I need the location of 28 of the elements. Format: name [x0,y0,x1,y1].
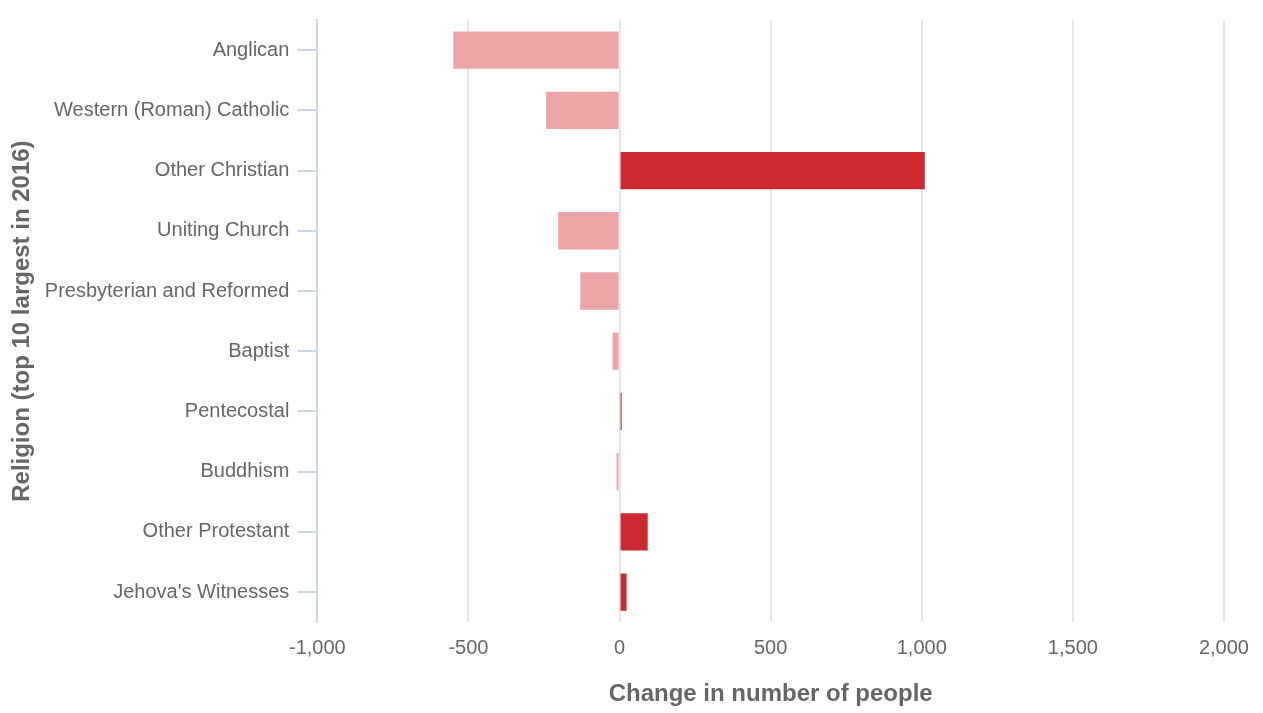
x-tick-label: -1,000 [289,635,346,658]
x-tick-label: 1,500 [1047,635,1098,658]
y-tick-label: Anglican [212,37,290,60]
x-tick-label: -500 [448,635,489,658]
y-axis-title: Religion (top 10 largest in 2016) [7,140,35,502]
y-tick-label: Jehova's Witnesses [113,579,290,602]
y-tick-label: Other Christian [154,158,290,181]
y-tick-label: Western (Roman) Catholic [54,97,290,120]
x-tick-label: 2,000 [1198,635,1250,658]
x-tick-label: 1,000 [896,635,947,658]
bar [580,272,619,310]
bar [558,212,619,250]
bar [620,573,627,611]
bar [616,452,619,491]
y-tick-label: Uniting Church [157,218,290,241]
y-tick-label: Buddhism [200,459,290,482]
y-tick-label: Presbyterian and Reformed [44,278,290,301]
bar [620,151,925,190]
y-tick-label: Pentecostal [184,398,290,421]
x-tick-label: 0 [614,635,626,658]
y-tick-label: Other Protestant [142,519,290,542]
x-axis-title: Change in number of people [608,679,933,707]
bar [620,513,648,551]
y-tick-label: Baptist [228,338,290,361]
bar [546,91,619,129]
bar [453,31,619,69]
bar [612,332,619,370]
x-tick-label: 500 [753,635,788,658]
